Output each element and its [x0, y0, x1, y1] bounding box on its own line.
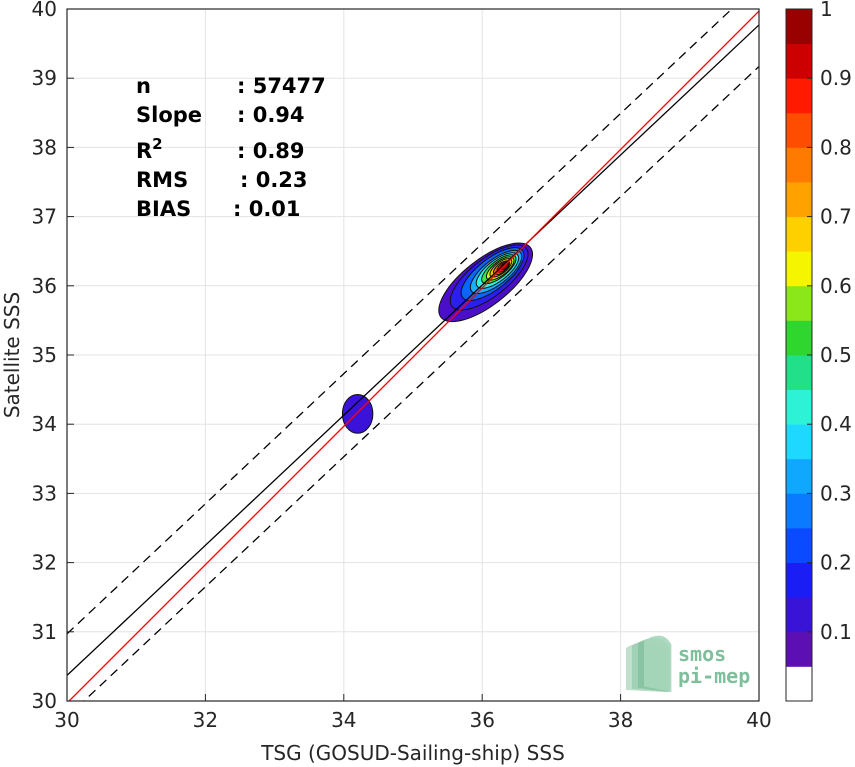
- y-tick-label: 32: [32, 551, 57, 575]
- x-axis-label: TSG (GOSUD-Sailing-ship) SSS: [260, 741, 565, 765]
- y-tick-label: 37: [32, 205, 57, 229]
- colorbar-band: [786, 320, 812, 356]
- colorbar-tick-label: 0.7: [820, 205, 852, 229]
- logo-wave-icon: [626, 635, 672, 692]
- regression-line: [68, 10, 759, 701]
- y-tick-label: 40: [32, 0, 57, 21]
- colorbar-tick-label: 0.5: [820, 343, 852, 367]
- stat-value: : 0.01: [233, 197, 301, 221]
- colorbar-band: [786, 389, 812, 425]
- colorbar-band: [786, 285, 812, 321]
- colorbar: 0.1 0.2 0.3 0.4 0.5 0.6 0.7 0.8 0.9 1: [785, 0, 852, 702]
- colorbar-band: [786, 666, 812, 702]
- stat-label: n: [136, 74, 151, 98]
- stat-value: : 0.94: [237, 103, 305, 127]
- x-tick-label: 34: [331, 708, 356, 732]
- colorbar-tick-label: 1: [820, 0, 833, 21]
- colorbar-tick-label: 0.4: [820, 412, 852, 436]
- stat-label: Slope: [136, 103, 202, 127]
- y-tick-label: 30: [32, 689, 57, 713]
- colorbar-band: [786, 562, 812, 598]
- lower-bound-line: [82, 65, 759, 701]
- colorbar-band: [786, 493, 812, 529]
- colorbar-band: [786, 528, 812, 563]
- colorbar-band: [786, 424, 812, 460]
- logo-wave-layer: [644, 635, 672, 692]
- y-tick-label: 39: [32, 66, 57, 90]
- fit-line: [67, 24, 759, 676]
- colorbar-band: [786, 43, 812, 79]
- colorbar-band: [786, 9, 812, 44]
- x-tick-label: 38: [608, 708, 633, 732]
- colorbar-band: [786, 112, 812, 148]
- colorbar-band: [786, 597, 812, 633]
- grid: [66, 8, 760, 702]
- colorbar-tick-label: 0.2: [820, 551, 852, 575]
- upper-bound-line: [67, 9, 733, 635]
- y-tick-label: 35: [32, 343, 57, 367]
- colorbar-band: [786, 355, 812, 390]
- y-axis-label: Satellite SSS: [0, 292, 24, 418]
- y-tick-label: 36: [32, 274, 57, 298]
- logo-text-pi-mep: pi-mep: [678, 664, 750, 688]
- y-tick-label: 38: [32, 135, 57, 159]
- stat-value: : 0.89: [237, 139, 305, 163]
- stat-label: RMS: [136, 168, 188, 192]
- y-tick-label: 33: [32, 481, 57, 505]
- colorbar-band: [786, 182, 812, 217]
- colorbar-tick-label: 0.8: [820, 135, 852, 159]
- y-axis-ticks: 30 31 32 33 34 35 36 37 38 39 40: [32, 0, 74, 713]
- density-contour-secondary: [341, 393, 374, 434]
- stat-value: : 57477: [237, 74, 326, 98]
- x-tick-label: 40: [746, 708, 771, 732]
- x-tick-label: 32: [193, 708, 218, 732]
- colorbar-tick-label: 0.6: [820, 274, 852, 298]
- colorbar-band: [786, 458, 812, 494]
- colorbar-tick-label: 0.9: [820, 66, 852, 90]
- colorbar-band: [786, 631, 812, 667]
- stat-label: R2: [136, 135, 163, 163]
- colorbar-band: [786, 147, 812, 183]
- reference-lines: [67, 9, 759, 701]
- y-tick-label: 34: [32, 412, 57, 436]
- x-axis-ticks: 30 32 34 36 38 40: [54, 694, 772, 732]
- y-tick-label: 31: [32, 620, 57, 644]
- colorbar-band: [786, 216, 812, 252]
- colorbar-tick-label: 0.3: [820, 481, 852, 505]
- stat-value: : 0.23: [240, 168, 308, 192]
- stat-label: BIAS: [136, 197, 191, 221]
- logo-text-smos: smos: [678, 642, 726, 666]
- x-tick-label: 36: [469, 708, 494, 732]
- x-tick-label: 30: [54, 708, 79, 732]
- colorbar-band: [786, 78, 812, 114]
- colorbar-band: [786, 251, 812, 287]
- colorbar-tick-label: 0.1: [820, 620, 852, 644]
- statistics-box: n : 57477 Slope : 0.94 R2 : 0.89 RMS : 0.23 BIAS…: [136, 74, 326, 221]
